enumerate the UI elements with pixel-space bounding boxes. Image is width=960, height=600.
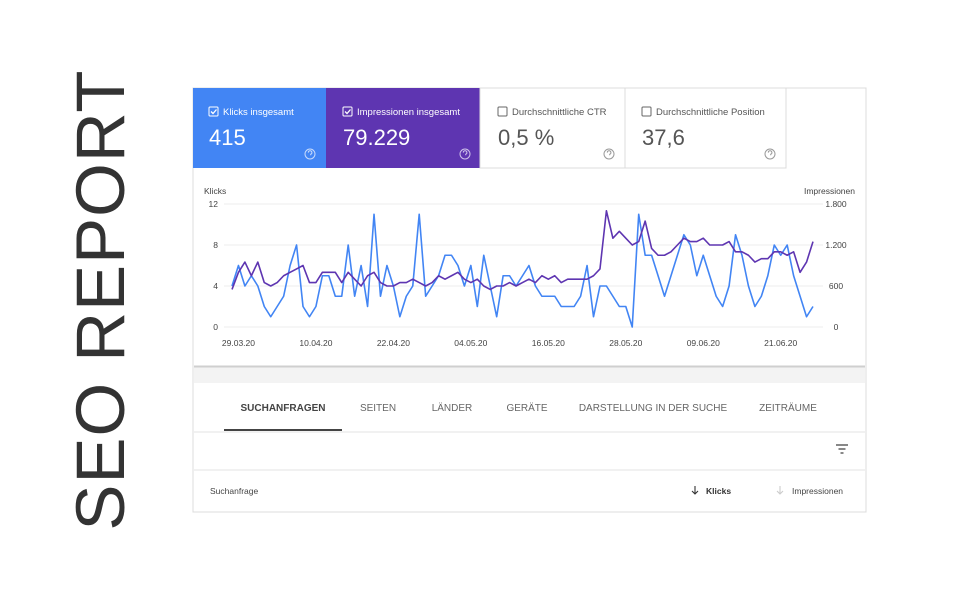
help-icon[interactable] <box>459 148 471 160</box>
checkbox[interactable] <box>208 106 219 117</box>
tab[interactable]: SEITEN <box>360 403 396 414</box>
x-tick-label: 22.04.20 <box>377 338 410 348</box>
sort-arrow <box>776 486 784 495</box>
series-line <box>231 210 814 291</box>
tab[interactable]: DARSTELLUNG IN DER SUCHE <box>579 403 728 414</box>
x-tick-label: 21.06.20 <box>764 338 797 348</box>
divider <box>194 366 865 383</box>
checkbox[interactable] <box>342 106 353 117</box>
help-icon[interactable] <box>304 148 316 160</box>
column-header[interactable]: Klicks <box>706 486 731 496</box>
column-header[interactable]: Suchanfrage <box>210 486 258 496</box>
metric-label: Klicks insgesamt <box>223 107 294 118</box>
metric-tile[interactable] <box>624 87 787 169</box>
help-icon[interactable] <box>764 148 776 160</box>
y2-axis-title: Impressionen <box>804 186 855 196</box>
tab[interactable]: GERÄTE <box>506 402 547 414</box>
tab[interactable]: SUCHANFRAGEN <box>241 403 326 414</box>
metric-value: 0,5 % <box>498 125 554 150</box>
x-tick-label: 04.05.20 <box>454 338 487 348</box>
x-tick-label: 09.06.20 <box>687 338 720 348</box>
x-tick-label: 10.04.20 <box>299 338 332 348</box>
filter-icon[interactable] <box>836 444 848 454</box>
x-tick-label: 28.05.20 <box>609 338 642 348</box>
y-tick-label: 0 <box>213 322 218 332</box>
metric-value: 37,6 <box>642 125 685 150</box>
y2-tick-label: 1.200 <box>825 240 847 250</box>
help-icon[interactable] <box>603 148 615 160</box>
y-axis-title: Klicks <box>204 186 226 196</box>
y2-tick-label: 600 <box>829 281 843 291</box>
y2-tick-label: 0 <box>834 322 839 332</box>
metric-tile[interactable] <box>193 88 326 168</box>
x-tick-label: 29.03.20 <box>222 338 255 348</box>
help-icons <box>304 148 776 160</box>
metric-tile[interactable] <box>326 88 480 168</box>
y-tick-label: 8 <box>213 240 218 250</box>
tab[interactable]: LÄNDER <box>432 402 473 414</box>
metric-label: Impressionen insgesamt <box>357 107 460 118</box>
tab[interactable]: ZEITRÄUME <box>759 402 817 414</box>
slide-title: SEO REPORT <box>62 69 139 530</box>
metric-label: Durchschnittliche CTR <box>512 107 607 118</box>
checkbox[interactable] <box>641 106 652 117</box>
y-tick-label: 12 <box>209 199 219 209</box>
metric-value: 79.229 <box>343 125 410 150</box>
chart: 0 4 8 12 0 600 1.200 1.800 29.03.20 10.04.20 22.04… <box>209 199 847 348</box>
sort-arrow <box>691 486 699 495</box>
y-tick-label: 4 <box>213 281 218 291</box>
series-line <box>231 213 814 328</box>
metric-value: 415 <box>209 125 246 150</box>
x-tick-label: 16.05.20 <box>532 338 565 348</box>
y2-tick-label: 1.800 <box>825 199 847 209</box>
tab-indicator <box>224 429 342 431</box>
metric-label: Durchschnittliche Position <box>656 107 765 118</box>
checkbox[interactable] <box>497 106 508 117</box>
column-header[interactable]: Impressionen <box>792 486 843 496</box>
